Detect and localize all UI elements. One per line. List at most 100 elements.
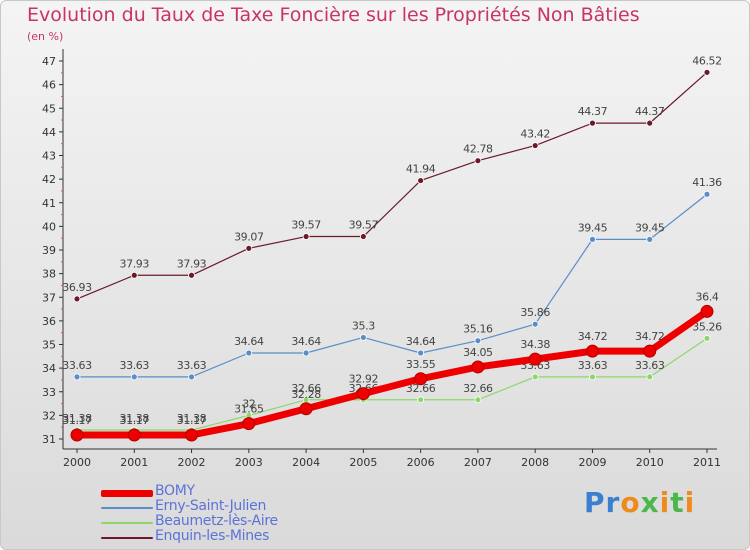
data-point bbox=[585, 344, 599, 358]
data-label: 37.93 bbox=[177, 257, 207, 270]
data-label: 33.63 bbox=[120, 359, 150, 372]
data-label: 32.92 bbox=[349, 373, 379, 386]
y-tick-label: 43 bbox=[42, 150, 56, 163]
x-tick-label: 2008 bbox=[521, 456, 549, 469]
logo-letter: i bbox=[684, 486, 696, 519]
data-point bbox=[531, 320, 539, 328]
data-label: 31.38 bbox=[120, 412, 150, 425]
data-label: 44.37 bbox=[635, 105, 665, 118]
y-tick-label: 36 bbox=[42, 315, 56, 328]
data-label: 37.93 bbox=[120, 257, 150, 270]
x-tick-label: 2006 bbox=[407, 456, 435, 469]
data-point bbox=[188, 271, 195, 279]
y-tick-label: 47 bbox=[42, 55, 56, 68]
data-point bbox=[302, 233, 310, 240]
data-point bbox=[474, 157, 482, 165]
data-label: 31.17 bbox=[120, 414, 150, 427]
data-label: 33.63 bbox=[635, 359, 665, 372]
data-point bbox=[73, 373, 81, 381]
legend-label: Enquin-les-Mines bbox=[155, 528, 270, 544]
data-label: 35.26 bbox=[692, 320, 722, 333]
logo-letter: o bbox=[620, 486, 641, 519]
data-point bbox=[474, 396, 482, 404]
x-tick-label: 2011 bbox=[693, 456, 721, 469]
data-point bbox=[646, 119, 654, 127]
x-tick-label: 2005 bbox=[349, 456, 377, 469]
data-label: 32.66 bbox=[406, 382, 436, 395]
data-point bbox=[130, 271, 138, 279]
data-label: 43.42 bbox=[520, 128, 550, 141]
legend-swatch bbox=[101, 522, 153, 524]
logo-letter: i bbox=[659, 486, 671, 519]
series-line bbox=[76, 337, 708, 431]
data-label: 34.05 bbox=[463, 346, 493, 359]
data-point bbox=[70, 428, 84, 442]
data-point bbox=[127, 428, 141, 442]
data-label: 41.36 bbox=[692, 176, 722, 189]
x-tick-label: 2009 bbox=[578, 456, 606, 469]
data-point bbox=[245, 349, 253, 357]
data-point bbox=[130, 373, 138, 381]
data-point bbox=[646, 235, 654, 243]
data-point bbox=[417, 349, 425, 357]
x-tick-label: 2002 bbox=[178, 456, 206, 469]
data-label: 34.64 bbox=[406, 335, 436, 348]
y-tick-label: 42 bbox=[42, 173, 56, 186]
data-label: 33.63 bbox=[177, 359, 207, 372]
data-label: 33.63 bbox=[578, 359, 608, 372]
data-point bbox=[73, 295, 81, 303]
data-label: 34.64 bbox=[291, 335, 321, 348]
series-layer: 36.93 37.93 37.93 39.07 39.57 39.57 41.94 42.78… bbox=[62, 54, 723, 442]
data-point bbox=[359, 233, 367, 240]
data-label: 34.72 bbox=[635, 330, 665, 343]
data-point bbox=[700, 304, 714, 318]
y-tick-label: 38 bbox=[42, 268, 56, 281]
y-tick-label: 40 bbox=[42, 220, 56, 233]
data-point bbox=[245, 244, 253, 252]
series-line bbox=[76, 71, 708, 300]
data-label: 35.16 bbox=[463, 323, 493, 336]
data-point bbox=[703, 334, 711, 342]
data-point bbox=[242, 417, 256, 431]
data-point bbox=[417, 396, 425, 404]
data-point bbox=[643, 344, 657, 358]
data-point bbox=[356, 387, 370, 401]
data-label: 31.38 bbox=[177, 412, 207, 425]
x-tick-label: 2010 bbox=[636, 456, 664, 469]
data-point bbox=[359, 334, 367, 341]
data-label: 32.28 bbox=[291, 388, 321, 401]
data-label: 46.52 bbox=[692, 54, 722, 67]
data-label: 35.86 bbox=[520, 306, 550, 319]
data-label: 33.63 bbox=[62, 359, 92, 372]
data-point bbox=[471, 360, 485, 374]
series-line bbox=[76, 193, 708, 378]
data-label: 31.38 bbox=[62, 412, 92, 425]
data-point bbox=[589, 235, 596, 243]
legend-swatch bbox=[101, 489, 153, 497]
data-label: 32.66 bbox=[291, 382, 321, 395]
logo-letter: t bbox=[670, 486, 685, 519]
data-label: 39.57 bbox=[349, 219, 379, 232]
data-label: 31.17 bbox=[177, 414, 207, 427]
data-point bbox=[188, 373, 195, 381]
y-tick-label: 44 bbox=[42, 126, 56, 139]
data-label: 39.45 bbox=[635, 221, 665, 234]
data-point bbox=[474, 337, 482, 345]
series-erny-saint-julien: 33.63 33.63 33.63 34.64 34.64 35.3 34.64 35.16 3… bbox=[62, 176, 723, 381]
data-label: 44.37 bbox=[578, 105, 608, 118]
data-label: 36.4 bbox=[696, 290, 719, 303]
chart-axes: 31 32 33 34 35 36 37 38 39 40 41 42 43 44 45 46 47 2000 20… bbox=[42, 49, 721, 469]
y-unit-label: (en %) bbox=[27, 30, 64, 43]
chart-title: Evolution du Taux de Taxe Foncière sur l… bbox=[27, 4, 640, 26]
data-label: 36.93 bbox=[62, 281, 92, 294]
data-label: 32.66 bbox=[463, 382, 493, 395]
data-point bbox=[185, 428, 199, 442]
x-tick-label: 2001 bbox=[120, 456, 148, 469]
x-tick-label: 2000 bbox=[63, 456, 91, 469]
logo-letter: r bbox=[605, 486, 621, 519]
data-point bbox=[589, 373, 596, 381]
data-point bbox=[531, 373, 539, 381]
y-tick-label: 31 bbox=[42, 433, 56, 446]
logo-letter: x bbox=[640, 486, 660, 519]
